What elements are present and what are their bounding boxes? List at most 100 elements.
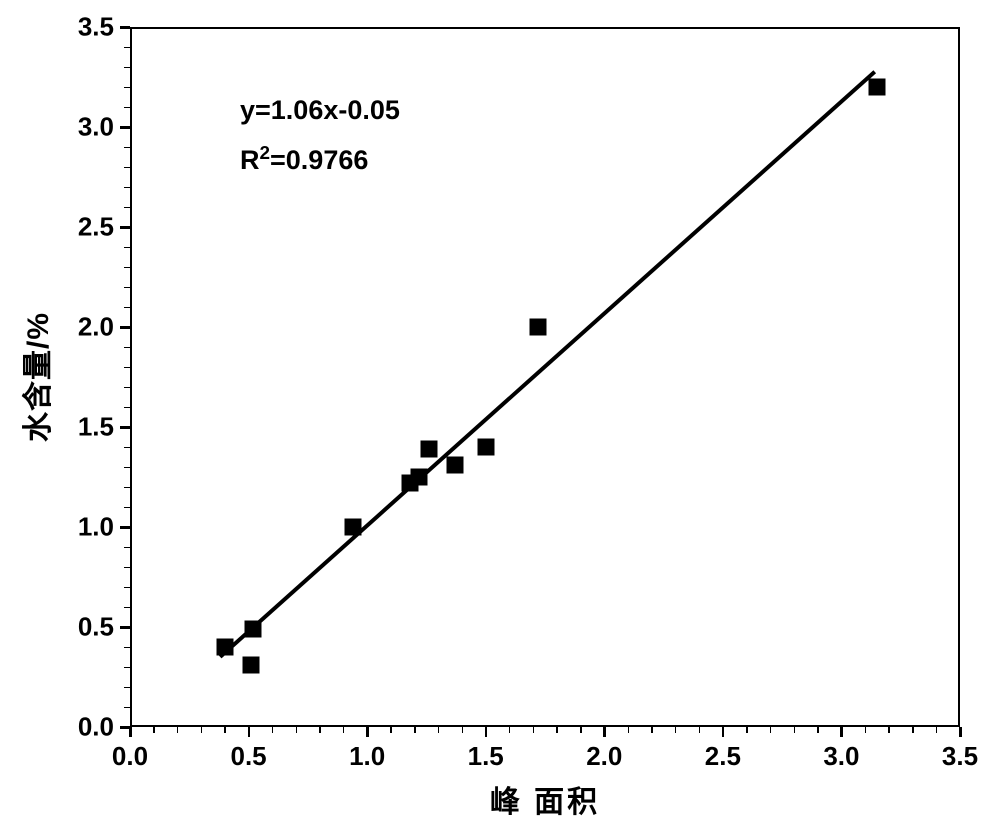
y-tick-label: 2.0 <box>68 312 114 343</box>
x-minor-tick <box>177 727 179 733</box>
x-minor-tick <box>319 727 321 733</box>
y-minor-tick <box>124 187 130 189</box>
x-major-tick <box>129 727 132 737</box>
y-axis-label: 水含量/% <box>13 312 57 442</box>
data-point <box>344 519 361 536</box>
y-major-tick <box>120 426 130 429</box>
x-minor-tick <box>699 727 701 733</box>
scatter-chart: 峰 面积 水含量/% y=1.06x-0.05 R2=0.9766 0.00.5… <box>0 0 1000 825</box>
y-minor-tick <box>124 647 130 649</box>
y-minor-tick <box>124 407 130 409</box>
x-minor-tick <box>296 727 298 733</box>
x-minor-tick <box>746 727 748 733</box>
y-minor-tick <box>124 687 130 689</box>
y-minor-tick <box>124 667 130 669</box>
x-minor-tick <box>580 727 582 733</box>
y-major-tick <box>120 226 130 229</box>
data-point <box>245 621 262 638</box>
y-minor-tick <box>124 287 130 289</box>
x-major-tick <box>959 727 962 737</box>
x-minor-tick <box>912 727 914 733</box>
x-major-tick <box>840 727 843 737</box>
y-major-tick <box>120 726 130 729</box>
data-point <box>242 657 259 674</box>
y-tick-label: 0.5 <box>68 612 114 643</box>
y-minor-tick <box>124 207 130 209</box>
x-minor-tick <box>865 727 867 733</box>
y-minor-tick <box>124 67 130 69</box>
y-major-tick <box>120 326 130 329</box>
y-minor-tick <box>124 587 130 589</box>
x-tick-label: 3.5 <box>942 741 978 772</box>
x-minor-tick <box>414 727 416 733</box>
x-minor-tick <box>675 727 677 733</box>
x-tick-label: 1.5 <box>468 741 504 772</box>
y-minor-tick <box>124 307 130 309</box>
x-minor-tick <box>770 727 772 733</box>
y-minor-tick <box>124 247 130 249</box>
y-minor-tick <box>124 707 130 709</box>
x-tick-label: 0.5 <box>230 741 266 772</box>
x-minor-tick <box>628 727 630 733</box>
x-minor-tick <box>817 727 819 733</box>
y-minor-tick <box>124 507 130 509</box>
x-tick-label: 2.0 <box>586 741 622 772</box>
y-tick-label: 1.0 <box>68 512 114 543</box>
y-major-tick <box>120 626 130 629</box>
y-minor-tick <box>124 87 130 89</box>
y-major-tick <box>120 526 130 529</box>
data-point <box>216 639 233 656</box>
y-major-tick <box>120 26 130 29</box>
y-minor-tick <box>124 447 130 449</box>
x-major-tick <box>485 727 488 737</box>
y-minor-tick <box>124 547 130 549</box>
x-minor-tick <box>462 727 464 733</box>
y-minor-tick <box>124 107 130 109</box>
x-minor-tick <box>201 727 203 733</box>
x-tick-label: 1.0 <box>349 741 385 772</box>
x-minor-tick <box>509 727 511 733</box>
y-minor-tick <box>124 467 130 469</box>
y-minor-tick <box>124 367 130 369</box>
x-minor-tick <box>224 727 226 733</box>
y-minor-tick <box>124 607 130 609</box>
y-major-tick <box>120 126 130 129</box>
x-minor-tick <box>556 727 558 733</box>
r-squared-annotation: R2=0.9766 <box>240 143 368 176</box>
y-tick-label: 3.5 <box>68 12 114 43</box>
y-minor-tick <box>124 487 130 489</box>
y-tick-label: 2.5 <box>68 212 114 243</box>
y-tick-label: 3.0 <box>68 112 114 143</box>
x-minor-tick <box>794 727 796 733</box>
x-minor-tick <box>533 727 535 733</box>
x-tick-label: 3.0 <box>823 741 859 772</box>
x-minor-tick <box>651 727 653 733</box>
x-minor-tick <box>390 727 392 733</box>
x-minor-tick <box>153 727 155 733</box>
data-point <box>529 319 546 336</box>
x-minor-tick <box>438 727 440 733</box>
y-minor-tick <box>124 147 130 149</box>
x-major-tick <box>366 727 369 737</box>
y-minor-tick <box>124 347 130 349</box>
equation-annotation: y=1.06x-0.05 <box>240 95 400 126</box>
x-major-tick <box>248 727 251 737</box>
x-major-tick <box>603 727 606 737</box>
y-minor-tick <box>124 47 130 49</box>
y-tick-label: 0.0 <box>68 712 114 743</box>
x-tick-label: 2.5 <box>705 741 741 772</box>
x-tick-label: 0.0 <box>112 741 148 772</box>
x-minor-tick <box>343 727 345 733</box>
y-minor-tick <box>124 567 130 569</box>
data-point <box>420 441 437 458</box>
data-point <box>411 469 428 486</box>
y-minor-tick <box>124 387 130 389</box>
y-minor-tick <box>124 267 130 269</box>
data-point <box>869 79 886 96</box>
data-point <box>446 457 463 474</box>
x-minor-tick <box>888 727 890 733</box>
x-major-tick <box>722 727 725 737</box>
y-minor-tick <box>124 167 130 169</box>
y-tick-label: 1.5 <box>68 412 114 443</box>
x-minor-tick <box>936 727 938 733</box>
